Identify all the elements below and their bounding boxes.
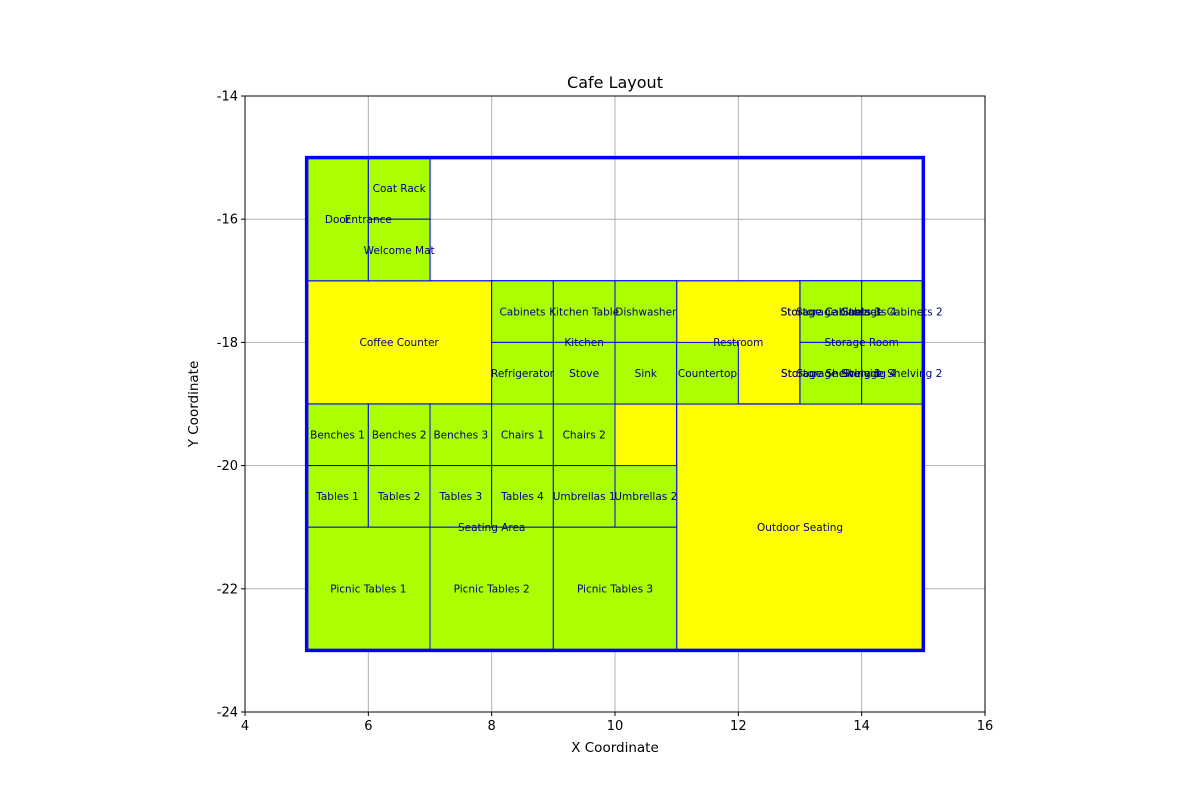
x-tick-label: 8 — [488, 719, 496, 734]
label-tables-1: Tables 1 — [315, 491, 359, 503]
label-storage-cabinets-2: Storage Cabinets 2 — [842, 306, 943, 318]
item-chairs-2 — [552, 403, 616, 467]
item-benches-2 — [367, 403, 431, 467]
label-cabinets: Cabinets — [499, 306, 545, 318]
label-seating-area: Seating Area — [458, 522, 525, 534]
item-door — [306, 157, 369, 282]
item-storage-cabinets-1 — [799, 280, 863, 343]
label-chairs-2: Chairs 2 — [563, 430, 606, 442]
label-dishwasher: Dishwasher — [615, 306, 677, 318]
item-sink — [614, 341, 678, 405]
x-axis-label: X Coordinate — [571, 740, 659, 756]
label-storage-cabinets-3: Storage Cabinets 3 — [781, 306, 882, 318]
item-cabinets — [491, 280, 554, 343]
item-dishwasher — [614, 280, 678, 343]
x-tick-label: 14 — [853, 719, 870, 734]
item-regions — [306, 157, 924, 651]
y-tick-label: -14 — [217, 90, 238, 105]
label-tables-3: Tables 3 — [439, 491, 483, 503]
label-stove: Stove — [569, 368, 599, 380]
item-benches-1 — [306, 403, 369, 467]
building-outline-rect — [304, 155, 926, 653]
label-kitchen: Kitchen — [564, 337, 603, 349]
label-umbrellas-1: Umbrellas 1 — [553, 491, 616, 503]
item-kitchen-table — [552, 280, 616, 343]
label-tables-4: Tables 4 — [500, 491, 544, 503]
area-outdoor-seating — [676, 403, 924, 651]
label-tables-2: Tables 2 — [377, 491, 421, 503]
label-chairs-1: Chairs 1 — [501, 430, 544, 442]
label-outdoor-seating: Outdoor Seating — [757, 522, 843, 534]
item-picnic-tables-1 — [306, 526, 431, 651]
y-tick-label: -24 — [217, 706, 238, 721]
label-benches-1: Benches 1 — [310, 430, 365, 442]
label-entrance: Entrance — [345, 214, 392, 226]
x-tick-label: 12 — [730, 719, 747, 734]
label-picnic-tables-3: Picnic Tables 3 — [577, 584, 653, 596]
label-refrigerator: Refrigerator — [491, 368, 555, 380]
item-storage-cabinets-2 — [861, 280, 924, 343]
label-storage-shelving-1: Storage Shelving 1 — [781, 368, 881, 380]
y-tick-label: -18 — [217, 336, 238, 351]
axis-ticks: 4 6 8 10 12 14 16 -24 -22 -20 -18 -16 -14 — [217, 90, 994, 735]
label-storage-cabinets-1: Storage Cabinets 1 — [781, 306, 882, 318]
y-tick-label: -22 — [217, 582, 238, 597]
item-tables-2 — [367, 465, 431, 528]
y-axis-label: Y Coordinate — [186, 361, 202, 449]
item-refrigerator — [491, 341, 554, 405]
label-storage-shelving-4: Storage Shelving 4 — [796, 368, 896, 380]
label-kitchen-table: Kitchen Table — [549, 306, 619, 318]
label-benches-2: Benches 2 — [372, 430, 427, 442]
label-coat-rack: Coat Rack — [373, 183, 427, 195]
x-tick-label: 10 — [607, 719, 624, 734]
region-labels: Entrance Coffee Counter Kitchen Restroom Sto… — [310, 183, 943, 595]
item-storage-shelving-2 — [861, 341, 924, 405]
building-outline — [304, 155, 926, 653]
item-coat-rack — [367, 157, 431, 220]
item-picnic-tables-3 — [552, 526, 678, 651]
label-coffee-counter: Coffee Counter — [360, 337, 440, 349]
label-restroom: Restroom — [713, 337, 763, 349]
item-storage-shelving-1 — [799, 341, 863, 405]
label-benches-3: Benches 3 — [433, 430, 488, 442]
label-sink: Sink — [635, 368, 658, 380]
item-tables-1 — [306, 465, 369, 528]
label-umbrellas-2: Umbrellas 2 — [614, 491, 677, 503]
item-welcome-mat — [367, 218, 431, 282]
label-storage-room: Storage Room — [825, 337, 899, 349]
x-tick-label: 16 — [977, 719, 994, 734]
x-tick-label: 6 — [364, 719, 372, 734]
label-welcome-mat: Welcome Mat — [364, 245, 435, 257]
item-countertop — [676, 341, 739, 405]
item-umbrellas-2 — [614, 465, 678, 528]
y-tick-label: -20 — [217, 459, 238, 474]
label-storage-cabinets-4: Storage Cabinets 4 — [796, 306, 897, 318]
chart-title: Cafe Layout — [567, 73, 663, 92]
item-stove — [552, 341, 616, 405]
label-picnic-tables-1: Picnic Tables 1 — [330, 584, 406, 596]
label-picnic-tables-2: Picnic Tables 2 — [454, 584, 530, 596]
label-door: Door — [325, 214, 351, 226]
label-storage-shelving-2: Storage Shelving 2 — [843, 368, 943, 380]
x-tick-label: 4 — [241, 719, 249, 734]
label-countertop: Countertop — [678, 368, 738, 380]
label-storage-shelving-3: Storage Shelving 3 — [781, 368, 881, 380]
y-tick-label: -16 — [217, 213, 238, 228]
